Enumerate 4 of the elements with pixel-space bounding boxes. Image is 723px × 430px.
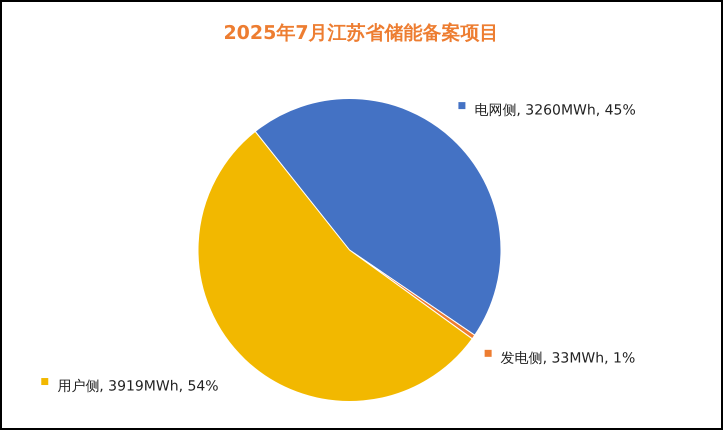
- legend-label: 电网侧, 3260MWh, 45%: [474, 102, 636, 119]
- legend-label: 发电侧, 33MWh, 1%: [500, 350, 636, 366]
- legend-label: 用户侧, 3919MWh, 54%: [57, 378, 219, 395]
- chart-title: 2025年7月江苏省储能备案项目: [223, 22, 499, 44]
